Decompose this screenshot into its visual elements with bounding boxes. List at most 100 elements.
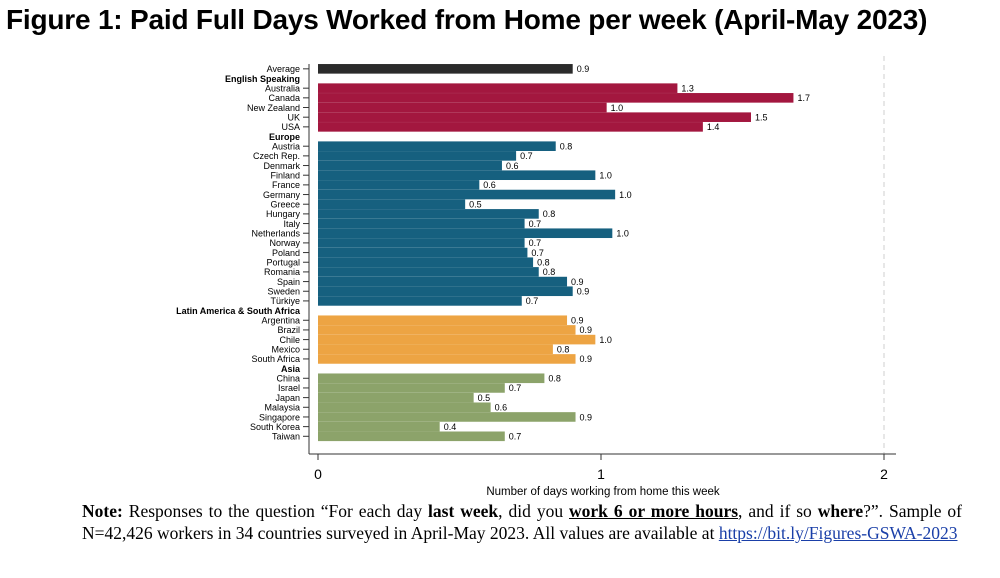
data-label: 0.4 (444, 422, 457, 432)
y-tick-label: Average (267, 64, 300, 74)
y-tick-label: UK (287, 112, 300, 122)
y-tick-label: Hungary (266, 209, 301, 219)
data-label: 1.0 (611, 103, 624, 113)
y-tick-label: Japan (275, 393, 300, 403)
bar (318, 344, 553, 355)
data-label: 0.8 (543, 209, 556, 219)
bar (318, 102, 607, 113)
bar (318, 112, 751, 122)
note-text-2: , did you (498, 501, 570, 521)
bar (318, 402, 491, 413)
y-tick-label: Sweden (267, 287, 300, 297)
note-label: Note: (82, 501, 123, 521)
bar (318, 247, 528, 258)
note-bold-last-week: last week (428, 501, 499, 521)
bar (318, 383, 505, 393)
x-tick-label: 1 (597, 466, 605, 482)
y-tick-label: Mexico (271, 345, 300, 355)
bar (318, 64, 573, 74)
data-label: 0.7 (529, 238, 542, 248)
y-tick-label: Norway (269, 238, 300, 248)
y-tick-label: Denmark (263, 161, 300, 171)
data-label: 1.0 (616, 229, 629, 239)
data-label: 0.8 (537, 258, 550, 268)
bar (318, 238, 525, 248)
bar (318, 151, 517, 161)
x-axis-label: Number of days working from home this we… (486, 486, 720, 498)
data-label: 0.7 (526, 296, 539, 306)
data-link[interactable]: https://bit.ly/Figures-GSWA-2023 (718, 523, 958, 543)
bar (318, 267, 539, 277)
bar (318, 257, 534, 268)
note-text-3: , and if so (738, 501, 818, 521)
y-tick-label: Netherlands (251, 229, 300, 239)
data-label: 0.5 (478, 393, 491, 403)
data-label: 0.9 (580, 354, 593, 364)
bar (318, 354, 576, 364)
data-label: 1.7 (797, 93, 810, 103)
bar (318, 93, 794, 103)
data-label: 0.6 (495, 403, 508, 413)
y-tick-label: France (272, 180, 300, 190)
figure-title: Figure 1: Paid Full Days Worked from Hom… (6, 4, 928, 35)
bar (318, 83, 678, 93)
y-tick-label: Australia (265, 83, 300, 93)
y-tick-label: South Africa (251, 354, 300, 364)
bar (318, 412, 576, 422)
bar (318, 315, 568, 326)
note-bold-where: where (817, 501, 864, 521)
bar (318, 218, 525, 229)
x-tick-label: 0 (314, 466, 322, 482)
bar (318, 286, 573, 297)
bar (318, 334, 596, 345)
data-label: 0.7 (509, 383, 522, 393)
data-label: 0.7 (529, 219, 542, 229)
bar (318, 421, 440, 432)
y-tick-label: Malaysia (264, 403, 300, 413)
data-label: 0.9 (577, 287, 590, 297)
data-label: 0.9 (577, 64, 590, 74)
y-tick-label: Greece (270, 200, 300, 210)
y-tick-label: Romania (264, 267, 300, 277)
y-tick-label: Canada (268, 93, 300, 103)
y-tick-label: Chile (279, 335, 300, 345)
bar (318, 180, 480, 190)
bar (318, 189, 616, 200)
group-heading: Latin America & South Africa (176, 306, 301, 316)
data-label: 0.7 (509, 432, 522, 442)
data-label: 0.9 (580, 325, 593, 335)
note-bold-work-hours: work 6 or more hours (569, 501, 739, 521)
data-label: 0.8 (548, 374, 561, 384)
y-tick-label: Italy (283, 219, 300, 229)
bar (318, 199, 466, 210)
y-tick-label: South Korea (250, 422, 300, 432)
x-tick-label: 2 (880, 466, 888, 482)
y-tick-label: Türkiye (270, 296, 300, 306)
data-label: 1.5 (755, 112, 768, 122)
bar (318, 209, 539, 219)
figure-note: Note: Responses to the question “For eac… (82, 500, 962, 544)
y-tick-label: Czech Rep. (253, 151, 300, 161)
data-label: 1.0 (599, 171, 612, 181)
bar (318, 296, 522, 306)
y-tick-label: Taiwan (272, 432, 300, 442)
data-label: 0.8 (557, 345, 570, 355)
data-label: 1.0 (599, 335, 612, 345)
group-heading: Asia (281, 364, 301, 374)
data-label: 0.5 (469, 200, 482, 210)
group-heading: English Speaking (225, 74, 300, 84)
data-label: 1.3 (681, 83, 694, 93)
y-tick-label: Finland (270, 171, 300, 181)
data-label: 0.8 (560, 141, 573, 151)
data-label: 0.9 (571, 277, 584, 287)
bar (318, 431, 505, 442)
bar (318, 392, 474, 403)
y-tick-label: Israel (278, 383, 300, 393)
data-label: 0.6 (506, 161, 519, 171)
bar (318, 325, 576, 335)
data-label: 1.4 (707, 122, 720, 132)
bar (318, 122, 703, 132)
data-label: 1.0 (619, 190, 632, 200)
data-label: 0.6 (483, 180, 496, 190)
